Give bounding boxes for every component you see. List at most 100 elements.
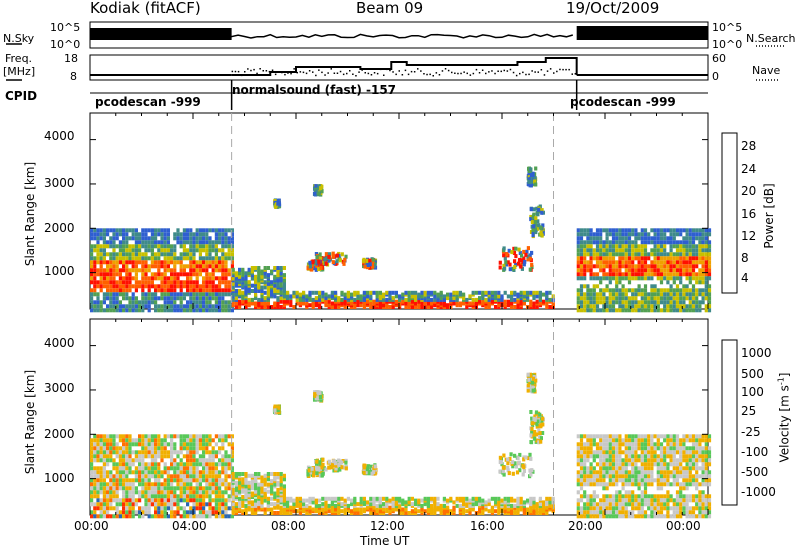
power-cell xyxy=(157,276,161,281)
velocity-cell xyxy=(115,478,119,483)
power-cell xyxy=(276,269,280,274)
power-cell xyxy=(490,290,494,295)
power-cell xyxy=(640,256,644,261)
power-cell xyxy=(659,228,664,233)
power-cell xyxy=(474,297,478,302)
velocity-cell xyxy=(605,514,609,519)
power-cell xyxy=(157,260,161,265)
power-patch-cell xyxy=(520,266,524,271)
power-cell xyxy=(707,256,712,261)
power-cell xyxy=(545,290,549,295)
velocity-cell xyxy=(115,450,119,455)
velocity-cell xyxy=(154,506,158,511)
power-cell xyxy=(691,244,696,249)
velocity-cell xyxy=(122,510,126,515)
power-cell xyxy=(147,308,151,313)
power-cell xyxy=(695,260,699,265)
velocity-cell xyxy=(157,470,161,475)
power-cell xyxy=(115,260,119,265)
power-cell xyxy=(115,300,119,305)
power-cell xyxy=(679,256,683,261)
power-cell xyxy=(624,252,628,257)
velocity-cell xyxy=(176,510,180,515)
velocity-cell xyxy=(605,486,609,491)
velocity-cell xyxy=(321,496,325,501)
power-cell xyxy=(131,256,135,261)
power-cell xyxy=(221,244,225,249)
velocity-cell xyxy=(189,478,193,483)
velocity-cell xyxy=(682,506,686,511)
power-cell xyxy=(608,300,612,305)
velocity-cell xyxy=(93,490,97,495)
power-cell xyxy=(637,260,641,265)
velocity-cell xyxy=(263,487,267,492)
velocity-cell xyxy=(192,486,196,491)
nave-dot xyxy=(472,72,475,75)
power-cell xyxy=(659,264,664,269)
power-patch-cell xyxy=(314,188,318,193)
velocity-cell xyxy=(205,502,209,507)
velocity-cell xyxy=(621,442,625,447)
power-cell xyxy=(707,276,712,281)
velocity-cell xyxy=(663,438,667,443)
power-cell xyxy=(205,256,209,261)
velocity-cell xyxy=(224,478,228,483)
velocity-cell xyxy=(176,494,180,499)
power-cell xyxy=(701,260,705,265)
power-cell xyxy=(608,296,612,301)
power-cell xyxy=(599,292,603,297)
velocity-cell xyxy=(653,494,657,499)
power-cell xyxy=(653,244,657,249)
velocity-cell xyxy=(685,502,689,507)
velocity-cell xyxy=(675,450,680,455)
velocity-cell xyxy=(218,490,222,495)
velocity-cell xyxy=(118,470,122,475)
velocity-cell xyxy=(131,490,135,495)
power-cell xyxy=(643,308,648,313)
velocity-cell xyxy=(131,438,135,443)
power-cell xyxy=(656,232,660,237)
power-cell xyxy=(144,232,148,237)
nave-dot xyxy=(383,74,385,76)
velocity-cell xyxy=(189,458,193,463)
power-cell xyxy=(538,301,542,306)
power-cell xyxy=(221,292,225,297)
velocity-cell xyxy=(640,498,644,503)
power-cell xyxy=(362,301,366,306)
velocity-cell xyxy=(579,494,584,499)
velocity-cell xyxy=(192,454,196,459)
power-cell xyxy=(618,268,622,273)
power-cell xyxy=(96,300,100,305)
power-cell xyxy=(535,290,539,295)
x-tick: 00:00 xyxy=(666,519,701,533)
velocity-cell xyxy=(205,434,209,439)
power-cell xyxy=(446,292,450,297)
power-cell xyxy=(189,272,193,277)
power-cell xyxy=(205,232,209,237)
power-cell xyxy=(484,305,488,309)
velocity-cell xyxy=(627,510,632,515)
velocity-cell xyxy=(118,450,122,455)
power-cell xyxy=(102,260,106,265)
velocity-cell xyxy=(695,478,699,483)
velocity-cell xyxy=(701,458,705,463)
power-cell xyxy=(611,272,616,277)
power-cell xyxy=(160,272,164,277)
power-cell xyxy=(186,228,190,233)
power-cell xyxy=(659,300,664,305)
power-cell xyxy=(218,284,222,289)
power-cell xyxy=(656,240,660,245)
power-cell xyxy=(163,276,167,281)
power-cell xyxy=(666,276,670,281)
power-cell xyxy=(102,284,106,289)
power-cell xyxy=(346,290,350,295)
power-cell xyxy=(173,292,177,297)
power-cell xyxy=(624,232,628,237)
velocity-cell xyxy=(273,495,277,499)
nave-label: Nave xyxy=(752,64,781,77)
velocity-cell xyxy=(276,475,280,480)
velocity-cell xyxy=(128,502,132,507)
power-cell xyxy=(144,268,148,273)
power-cell xyxy=(163,300,167,305)
power-cell xyxy=(701,280,705,285)
